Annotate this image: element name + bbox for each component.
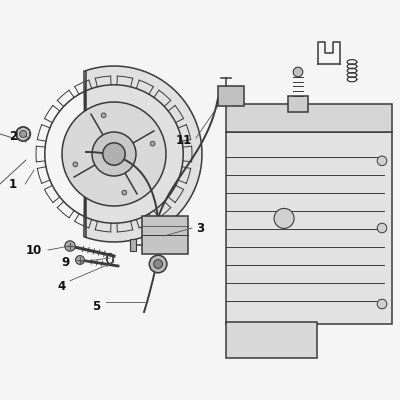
Bar bbox=[288, 96, 308, 112]
Text: 11: 11 bbox=[176, 134, 192, 146]
Circle shape bbox=[149, 255, 167, 273]
Circle shape bbox=[92, 132, 136, 176]
Circle shape bbox=[150, 141, 155, 146]
Circle shape bbox=[293, 67, 303, 77]
Circle shape bbox=[274, 208, 294, 228]
Circle shape bbox=[65, 241, 75, 251]
Circle shape bbox=[154, 260, 162, 268]
Circle shape bbox=[377, 299, 387, 309]
Circle shape bbox=[62, 102, 166, 206]
Circle shape bbox=[20, 130, 27, 138]
Bar bbox=[130, 238, 136, 250]
Text: 5: 5 bbox=[92, 300, 100, 312]
Text: 2: 2 bbox=[9, 130, 17, 142]
Bar bbox=[226, 104, 392, 132]
Circle shape bbox=[377, 156, 387, 166]
Circle shape bbox=[16, 127, 30, 141]
Polygon shape bbox=[84, 66, 202, 242]
Text: 10: 10 bbox=[26, 244, 42, 256]
Circle shape bbox=[76, 256, 84, 264]
Circle shape bbox=[377, 223, 387, 233]
Circle shape bbox=[122, 190, 127, 195]
Text: 9: 9 bbox=[62, 256, 70, 268]
Circle shape bbox=[103, 143, 125, 165]
Bar bbox=[226, 132, 392, 324]
Text: 3: 3 bbox=[196, 222, 204, 234]
Text: 4: 4 bbox=[58, 280, 66, 292]
Text: 1: 1 bbox=[9, 178, 17, 190]
Bar bbox=[226, 322, 317, 358]
Bar bbox=[218, 86, 244, 106]
Bar bbox=[142, 216, 188, 254]
Circle shape bbox=[101, 113, 106, 118]
Circle shape bbox=[73, 162, 78, 167]
